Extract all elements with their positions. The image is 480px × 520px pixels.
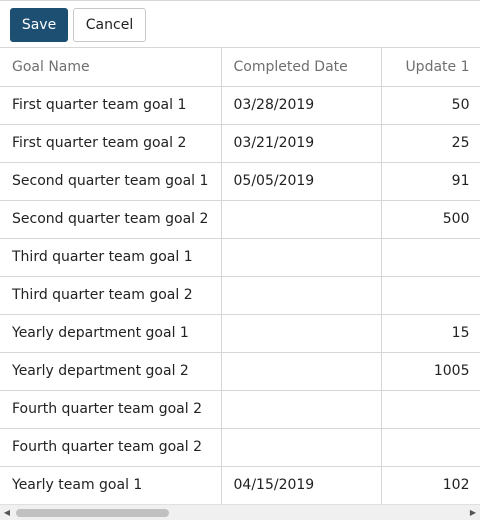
column-header-goal-name[interactable]: Goal Name (0, 48, 222, 87)
completed-date-cell[interactable] (221, 428, 382, 467)
header-row: Goal Name Completed Date Update 1 (0, 48, 480, 87)
goal-name-cell[interactable]: Yearly department goal 2 (0, 352, 222, 391)
goal-name-cell[interactable]: First quarter team goal 2 (0, 124, 222, 163)
table-row[interactable]: Third quarter team goal 1 (0, 238, 480, 277)
table-row[interactable]: Yearly team goal 1 04/15/2019 102 (0, 466, 480, 504)
goal-name-cell[interactable]: Second quarter team goal 2 (0, 200, 222, 239)
completed-date-cell[interactable]: 04/15/2019 (221, 466, 382, 504)
table-row[interactable]: First quarter team goal 1 03/28/2019 50 (0, 86, 480, 125)
table-row[interactable]: Fourth quarter team goal 2 (0, 428, 480, 467)
chevron-left-icon[interactable]: ◀ (3, 508, 11, 517)
update-1-cell[interactable]: 1005 (381, 352, 480, 391)
table-row[interactable]: Second quarter team goal 1 05/05/2019 91 (0, 162, 480, 201)
horizontal-scrollbar[interactable]: ◀ ▶ (0, 504, 480, 520)
update-1-cell[interactable] (381, 276, 480, 315)
update-1-cell[interactable]: 25 (381, 124, 480, 163)
completed-date-cell[interactable] (221, 276, 382, 315)
goal-name-cell[interactable]: Yearly department goal 1 (0, 314, 222, 353)
goal-name-cell[interactable]: Fourth quarter team goal 2 (0, 428, 222, 467)
goal-name-cell[interactable]: Yearly team goal 1 (0, 466, 222, 504)
goal-name-cell[interactable]: Third quarter team goal 2 (0, 276, 222, 315)
goal-name-cell[interactable]: Second quarter team goal 1 (0, 162, 222, 201)
completed-date-cell[interactable]: 05/05/2019 (221, 162, 382, 201)
goal-name-cell[interactable]: Fourth quarter team goal 2 (0, 390, 222, 429)
update-1-cell[interactable]: 500 (381, 200, 480, 239)
table-row[interactable]: Yearly department goal 1 15 (0, 314, 480, 353)
completed-date-cell[interactable] (221, 200, 382, 239)
table-row[interactable]: First quarter team goal 2 03/21/2019 25 (0, 124, 480, 163)
completed-date-cell[interactable]: 03/21/2019 (221, 124, 382, 163)
completed-date-cell[interactable] (221, 352, 382, 391)
goal-name-cell[interactable]: Third quarter team goal 1 (0, 238, 222, 277)
goals-table: Goal Name Completed Date Update 1 First … (0, 48, 480, 504)
update-1-cell[interactable]: 50 (381, 86, 480, 125)
update-1-cell[interactable]: 91 (381, 162, 480, 201)
goals-grid: Goal Name Completed Date Update 1 First … (0, 48, 480, 504)
scrollbar-thumb[interactable] (16, 509, 169, 517)
save-button[interactable]: Save (10, 8, 68, 42)
update-1-cell[interactable] (381, 390, 480, 429)
column-header-update-1[interactable]: Update 1 (381, 48, 480, 87)
table-row[interactable]: Yearly department goal 2 1005 (0, 352, 480, 391)
chevron-right-icon[interactable]: ▶ (469, 508, 477, 517)
update-1-cell[interactable]: 102 (381, 466, 480, 504)
update-1-cell[interactable] (381, 238, 480, 277)
goal-name-cell[interactable]: First quarter team goal 1 (0, 86, 222, 125)
cancel-button[interactable]: Cancel (73, 8, 146, 42)
update-1-cell[interactable]: 15 (381, 314, 480, 353)
column-header-completed-date[interactable]: Completed Date (221, 48, 382, 87)
completed-date-cell[interactable] (221, 238, 382, 277)
completed-date-cell[interactable]: 03/28/2019 (221, 86, 382, 125)
table-row[interactable]: Second quarter team goal 2 500 (0, 200, 480, 239)
table-row[interactable]: Third quarter team goal 2 (0, 276, 480, 315)
completed-date-cell[interactable] (221, 390, 382, 429)
toolbar: Save Cancel (0, 0, 480, 48)
table-row[interactable]: Fourth quarter team goal 2 (0, 390, 480, 429)
completed-date-cell[interactable] (221, 314, 382, 353)
update-1-cell[interactable] (381, 428, 480, 467)
